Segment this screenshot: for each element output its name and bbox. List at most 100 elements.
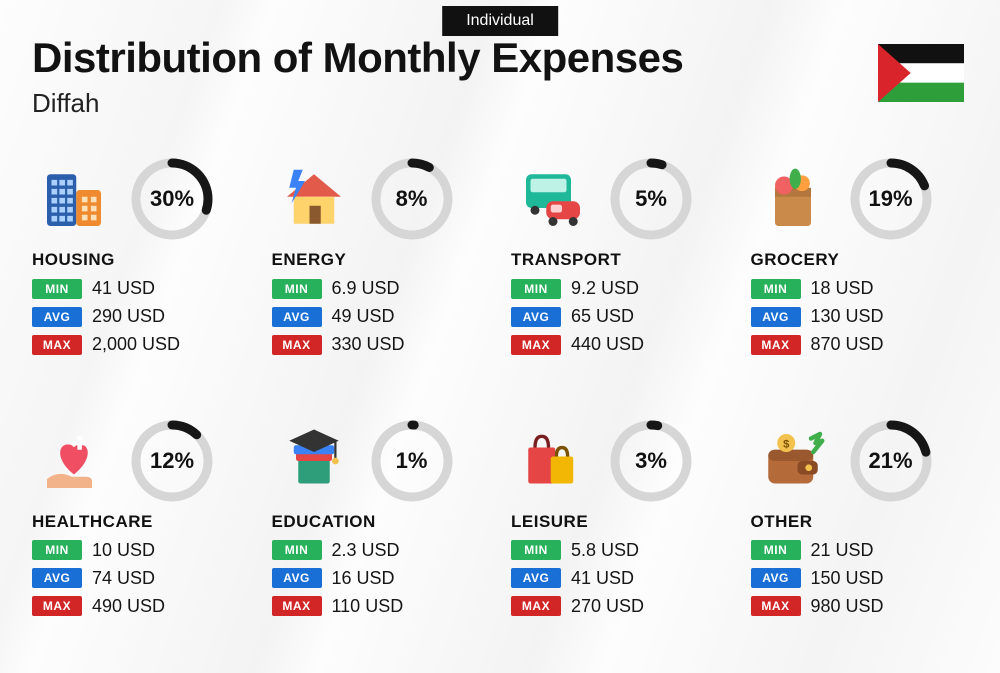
stat-row-min: MIN 2.3 USD — [272, 540, 490, 561]
avg-value: 49 USD — [332, 306, 395, 327]
min-value: 9.2 USD — [571, 278, 639, 299]
pct-ring-transport: 5% — [609, 157, 693, 241]
min-value: 5.8 USD — [571, 540, 639, 561]
pct-ring-energy: 8% — [370, 157, 454, 241]
min-badge: MIN — [511, 279, 561, 299]
stat-row-avg: AVG 74 USD — [32, 568, 250, 589]
category-healthcare: 12% HEALTHCARE MIN 10 USD AVG 74 USD MAX490 US… — [32, 416, 250, 654]
wallet-icon: $ — [751, 419, 835, 503]
min-value: 2.3 USD — [332, 540, 400, 561]
avg-badge: AVG — [511, 307, 561, 327]
avg-value: 150 USD — [811, 568, 884, 589]
pct-ring-grocery: 19% — [849, 157, 933, 241]
grocery-bag-icon — [751, 157, 835, 241]
max-badge: MAX — [272, 335, 322, 355]
shopping-bags-icon — [511, 419, 595, 503]
avg-value: 130 USD — [811, 306, 884, 327]
avg-badge: AVG — [751, 568, 801, 588]
min-badge: MIN — [511, 540, 561, 560]
avg-badge: AVG — [511, 568, 561, 588]
category-label: LEISURE — [511, 512, 729, 532]
max-badge: MAX — [32, 596, 82, 616]
min-value: 21 USD — [811, 540, 874, 561]
heart-hand-icon — [32, 419, 116, 503]
max-value: 330 USD — [332, 334, 405, 355]
pct-ring-education: 1% — [370, 419, 454, 503]
stat-row-avg: AVG65 USD — [511, 306, 729, 327]
avg-badge: AVG — [272, 307, 322, 327]
stat-row-avg: AVG16 USD — [272, 568, 490, 589]
min-value: 10 USD — [92, 540, 155, 561]
stat-row-min: MIN 21 USD — [751, 540, 969, 561]
category-leisure: 3% LEISURE MIN 5.8 USD AVG 41 USD MAX 270 USD — [511, 416, 729, 654]
scope-tag: Individual — [442, 6, 558, 36]
min-badge: MIN — [32, 540, 82, 560]
pct-ring-leisure: 3% — [609, 419, 693, 503]
min-value: 6.9 USD — [332, 278, 400, 299]
category-housing: 30%HOUSINGMIN41 USDAVG290 USDMAX2,000 US… — [32, 154, 250, 392]
stat-row-min: MIN 6.9 USD — [272, 278, 490, 299]
avg-badge: AVG — [751, 307, 801, 327]
category-education: 1% EDUCATION MIN 2.3 USD AVG16 USD MAX 110 USD — [272, 416, 490, 654]
min-badge: MIN — [32, 279, 82, 299]
max-badge: MAX — [511, 596, 561, 616]
category-label: GROCERY — [751, 250, 969, 270]
category-other: $21% OTHER MIN 21 USD AVG 150 USD MAX 980 USD — [751, 416, 969, 654]
grad-cap-icon — [272, 419, 356, 503]
category-energy: 8% ENERGY MIN 6.9 USD AVG 49 USD MAX 330 USD — [272, 154, 490, 392]
max-value: 980 USD — [811, 596, 884, 617]
max-value: 270 USD — [571, 596, 644, 617]
stat-row-max: MAX 270 USD — [511, 596, 729, 617]
page-subtitle: Diffah — [32, 88, 968, 119]
stat-row-max: MAX 870 USD — [751, 334, 969, 355]
category-label: HEALTHCARE — [32, 512, 250, 532]
min-value: 18 USD — [811, 278, 874, 299]
stat-row-max: MAX 110 USD — [272, 596, 490, 617]
max-badge: MAX — [751, 335, 801, 355]
max-badge: MAX — [751, 596, 801, 616]
avg-badge: AVG — [32, 307, 82, 327]
stat-row-avg: AVG 49 USD — [272, 306, 490, 327]
stat-row-avg: AVG 130 USD — [751, 306, 969, 327]
pct-ring-healthcare: 12% — [130, 419, 214, 503]
category-transport: 5% TRANSPORT MIN 9.2 USD AVG65 USD MAX 440 USD — [511, 154, 729, 392]
max-badge: MAX — [272, 596, 322, 616]
building-icon — [32, 157, 116, 241]
bus-car-icon — [511, 157, 595, 241]
max-badge: MAX — [511, 335, 561, 355]
category-label: HOUSING — [32, 250, 250, 270]
min-badge: MIN — [272, 540, 322, 560]
flag-icon — [878, 44, 964, 102]
stat-row-max: MAX 330 USD — [272, 334, 490, 355]
category-grocery: 19% GROCERY MIN 18 USD AVG 130 USD MAX 870 USD — [751, 154, 969, 392]
pct-ring-other: 21% — [849, 419, 933, 503]
category-label: ENERGY — [272, 250, 490, 270]
max-value: 870 USD — [811, 334, 884, 355]
stat-row-max: MAX 440 USD — [511, 334, 729, 355]
min-badge: MIN — [751, 540, 801, 560]
category-label: TRANSPORT — [511, 250, 729, 270]
max-value: 2,000 USD — [92, 334, 180, 355]
min-badge: MIN — [751, 279, 801, 299]
max-value: 110 USD — [332, 596, 404, 617]
avg-badge: AVG — [32, 568, 82, 588]
max-badge: MAX — [32, 335, 82, 355]
max-value: 440 USD — [571, 334, 644, 355]
stat-row-avg: AVG 41 USD — [511, 568, 729, 589]
stat-row-avg: AVG 150 USD — [751, 568, 969, 589]
header: Distribution of Monthly Expenses Diffah — [32, 34, 968, 119]
min-badge: MIN — [272, 279, 322, 299]
avg-value: 290 USD — [92, 306, 165, 327]
avg-value: 74 USD — [92, 568, 155, 589]
stat-row-max: MAX 980 USD — [751, 596, 969, 617]
stat-row-min: MIN 10 USD — [32, 540, 250, 561]
stat-row-min: MIN 5.8 USD — [511, 540, 729, 561]
category-label: EDUCATION — [272, 512, 490, 532]
stat-row-max: MAX490 USD — [32, 596, 250, 617]
stat-row-max: MAX 2,000 USD — [32, 334, 250, 355]
stat-row-min: MIN41 USD — [32, 278, 250, 299]
stat-row-min: MIN 9.2 USD — [511, 278, 729, 299]
house-bolt-icon — [272, 157, 356, 241]
avg-value: 41 USD — [571, 568, 634, 589]
category-label: OTHER — [751, 512, 969, 532]
